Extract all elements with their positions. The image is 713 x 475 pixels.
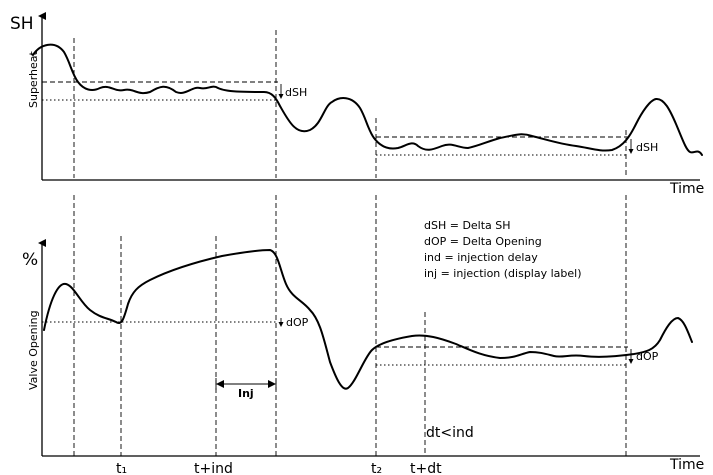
interval-label: dt<ind (426, 425, 474, 441)
injection-label: Inj (238, 387, 254, 400)
tick-label-t2: t₂ (371, 461, 382, 475)
tick-label-t-plus-dt: t+dt (410, 461, 442, 475)
valve-opening-chart: % Time Valve Opening dOP dOP Inj dt<ind … (22, 195, 704, 475)
bottom-y-label: % (22, 250, 38, 270)
legend-item-ind: ind = injection delay (424, 251, 538, 264)
superheat-chart: SH Time Superheat dSH dSH (10, 12, 704, 197)
superheat-curve (32, 43, 703, 156)
legend-item-inj: inj = injection (display label) (424, 267, 582, 280)
legend-item-dop: dOP = Delta Opening (424, 235, 542, 248)
top-y-label: SH (10, 14, 34, 34)
dsh-label-2: dSH (636, 141, 658, 154)
bottom-y-axis-title: Valve Opening (27, 310, 40, 390)
dsh-label-1: dSH (285, 86, 307, 99)
top-x-label: Time (669, 181, 704, 197)
legend: dSH = Delta SH dOP = Delta Opening ind =… (424, 219, 582, 280)
tick-label-t1: t₁ (116, 461, 127, 475)
bottom-x-label: Time (669, 457, 704, 473)
tick-label-t-plus-ind: t+ind (194, 461, 233, 475)
dop-label-2: dOP (636, 350, 659, 363)
legend-item-dsh: dSH = Delta SH (424, 219, 511, 232)
dop-label-1: dOP (286, 316, 309, 329)
valve-opening-curve (43, 249, 693, 390)
top-y-axis-title: Superheat (27, 50, 40, 108)
